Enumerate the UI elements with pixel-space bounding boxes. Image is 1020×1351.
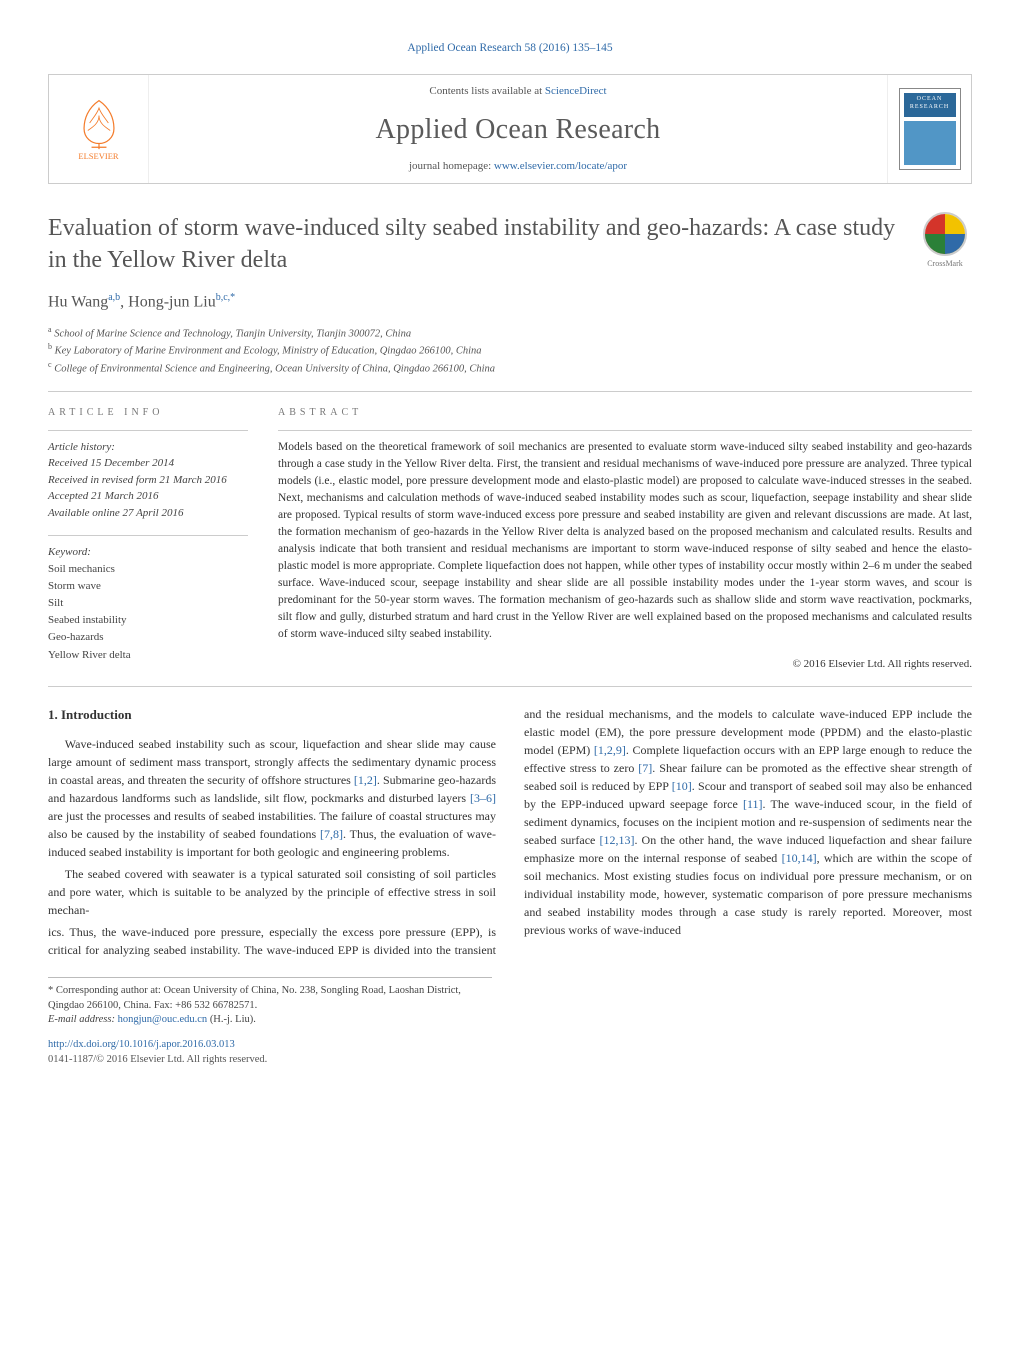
homepage-line: journal homepage: www.elsevier.com/locat… — [149, 159, 887, 174]
keyword: Soil mechanics — [48, 561, 248, 578]
keyword: Yellow River delta — [48, 647, 248, 664]
doi-link[interactable]: http://dx.doi.org/10.1016/j.apor.2016.03… — [48, 1039, 235, 1050]
affiliation-c: c College of Environmental Science and E… — [48, 359, 972, 377]
article-info-heading: article info — [48, 406, 248, 420]
article-history: Article history: Received 15 December 20… — [48, 430, 248, 522]
rule-bottom — [48, 686, 972, 687]
elsevier-logo: ELSEVIER — [49, 75, 149, 183]
affil-sup-b: b — [48, 342, 52, 351]
article-title: Evaluation of storm wave-induced silty s… — [48, 212, 906, 277]
affil-sup-c: c — [48, 360, 52, 369]
author-1: Hu Wang — [48, 293, 108, 310]
abstract-body: Models based on the theoretical framewor… — [278, 430, 972, 643]
history-online: Available online 27 April 2016 — [48, 505, 248, 522]
keyword: Storm wave — [48, 578, 248, 595]
rule-top — [48, 391, 972, 392]
homepage-link[interactable]: www.elsevier.com/locate/apor — [494, 160, 627, 172]
history-accepted: Accepted 21 March 2016 — [48, 488, 248, 505]
citation-ref[interactable]: [10,14] — [782, 851, 817, 865]
intro-para-1: Wave-induced seabed instability such as … — [48, 735, 496, 861]
sciencedirect-link[interactable]: ScienceDirect — [545, 85, 607, 97]
abstract-copyright: © 2016 Elsevier Ltd. All rights reserved… — [278, 657, 972, 672]
history-revised: Received in revised form 21 March 2016 — [48, 472, 248, 489]
crossmark-icon — [923, 212, 967, 256]
citation-ref[interactable]: [10] — [672, 779, 692, 793]
contents-prefix: Contents lists available at — [429, 85, 544, 97]
corr-text: Corresponding author at: Ocean Universit… — [48, 985, 461, 1011]
authors-line: Hu Wanga,b, Hong-jun Liub,c,* — [48, 291, 972, 314]
citation-ref[interactable]: [3–6] — [470, 791, 496, 805]
p1-text: Wave-induced seabed instability such as … — [48, 737, 496, 859]
history-heading: Article history: — [48, 439, 248, 456]
citation-ref[interactable]: [12,13] — [599, 833, 634, 847]
crossmark-label: CrossMark — [918, 258, 972, 269]
citation-ref[interactable]: [7,8] — [320, 827, 343, 841]
cover-thumbnail: OCEAN RESEARCH — [899, 88, 961, 170]
p2-text: The seabed covered with seawater is a ty… — [48, 867, 496, 917]
author-2: Hong-jun Liu — [128, 293, 216, 310]
running-citation: Applied Ocean Research 58 (2016) 135–145 — [48, 40, 972, 56]
email-owner: (H.-j. Liu). — [210, 1014, 256, 1025]
journal-header-box: ELSEVIER Contents lists available at Sci… — [48, 74, 972, 184]
abstract-heading: abstract — [278, 406, 972, 420]
email-label: E-mail address: — [48, 1014, 115, 1025]
issn-copyright: 0141-1187/© 2016 Elsevier Ltd. All right… — [48, 1054, 267, 1065]
journal-title: Applied Ocean Research — [149, 110, 887, 149]
elsevier-tree-icon — [71, 95, 127, 151]
keywords-heading: Keyword: — [48, 544, 248, 561]
citation-ref[interactable]: [11] — [743, 797, 763, 811]
affil-text-b: Key Laboratory of Marine Environment and… — [55, 346, 482, 357]
homepage-prefix: journal homepage: — [409, 160, 494, 172]
citation-ref[interactable]: [7] — [638, 761, 652, 775]
keyword: Silt — [48, 595, 248, 612]
contents-available-line: Contents lists available at ScienceDirec… — [149, 84, 887, 99]
affil-text-c: College of Environmental Science and Eng… — [54, 364, 495, 375]
keyword: Geo-hazards — [48, 629, 248, 646]
section-number: 1. — [48, 707, 58, 722]
affil-text-a: School of Marine Science and Technology,… — [54, 328, 411, 339]
citation-ref[interactable]: [1,2,9] — [594, 743, 626, 757]
author-2-affil: b,c,* — [216, 292, 235, 303]
affiliation-a: a School of Marine Science and Technolog… — [48, 324, 972, 342]
affiliations: a School of Marine Science and Technolog… — [48, 324, 972, 377]
abstract-column: abstract Models based on the theoretical… — [278, 406, 972, 673]
cover-text: OCEAN RESEARCH — [900, 95, 960, 112]
keywords-block: Keyword: Soil mechanics Storm wave Silt … — [48, 535, 248, 663]
corresponding-footnote: * Corresponding author at: Ocean Univers… — [48, 977, 492, 1028]
body-two-column: 1. Introduction Wave-induced seabed inst… — [48, 705, 972, 959]
section-heading-intro: 1. Introduction — [48, 705, 496, 725]
author-1-affil: a,b — [108, 292, 120, 303]
header-center: Contents lists available at ScienceDirec… — [149, 84, 887, 174]
intro-para-2: The seabed covered with seawater is a ty… — [48, 865, 496, 919]
doi-block: http://dx.doi.org/10.1016/j.apor.2016.03… — [48, 1038, 972, 1067]
keyword: Seabed instability — [48, 612, 248, 629]
elsevier-wordmark: ELSEVIER — [78, 151, 118, 163]
journal-cover: OCEAN RESEARCH — [887, 75, 971, 183]
corr-marker: * — [48, 985, 53, 996]
corresponding-email-link[interactable]: hongjun@ouc.edu.cn — [118, 1014, 208, 1025]
citation-ref[interactable]: [1,2] — [354, 773, 377, 787]
affil-sup-a: a — [48, 325, 52, 334]
section-title: Introduction — [61, 707, 132, 722]
article-info-column: article info Article history: Received 1… — [48, 406, 248, 673]
crossmark-badge[interactable]: CrossMark — [918, 212, 972, 269]
affiliation-b: b Key Laboratory of Marine Environment a… — [48, 341, 972, 359]
history-received: Received 15 December 2014 — [48, 455, 248, 472]
